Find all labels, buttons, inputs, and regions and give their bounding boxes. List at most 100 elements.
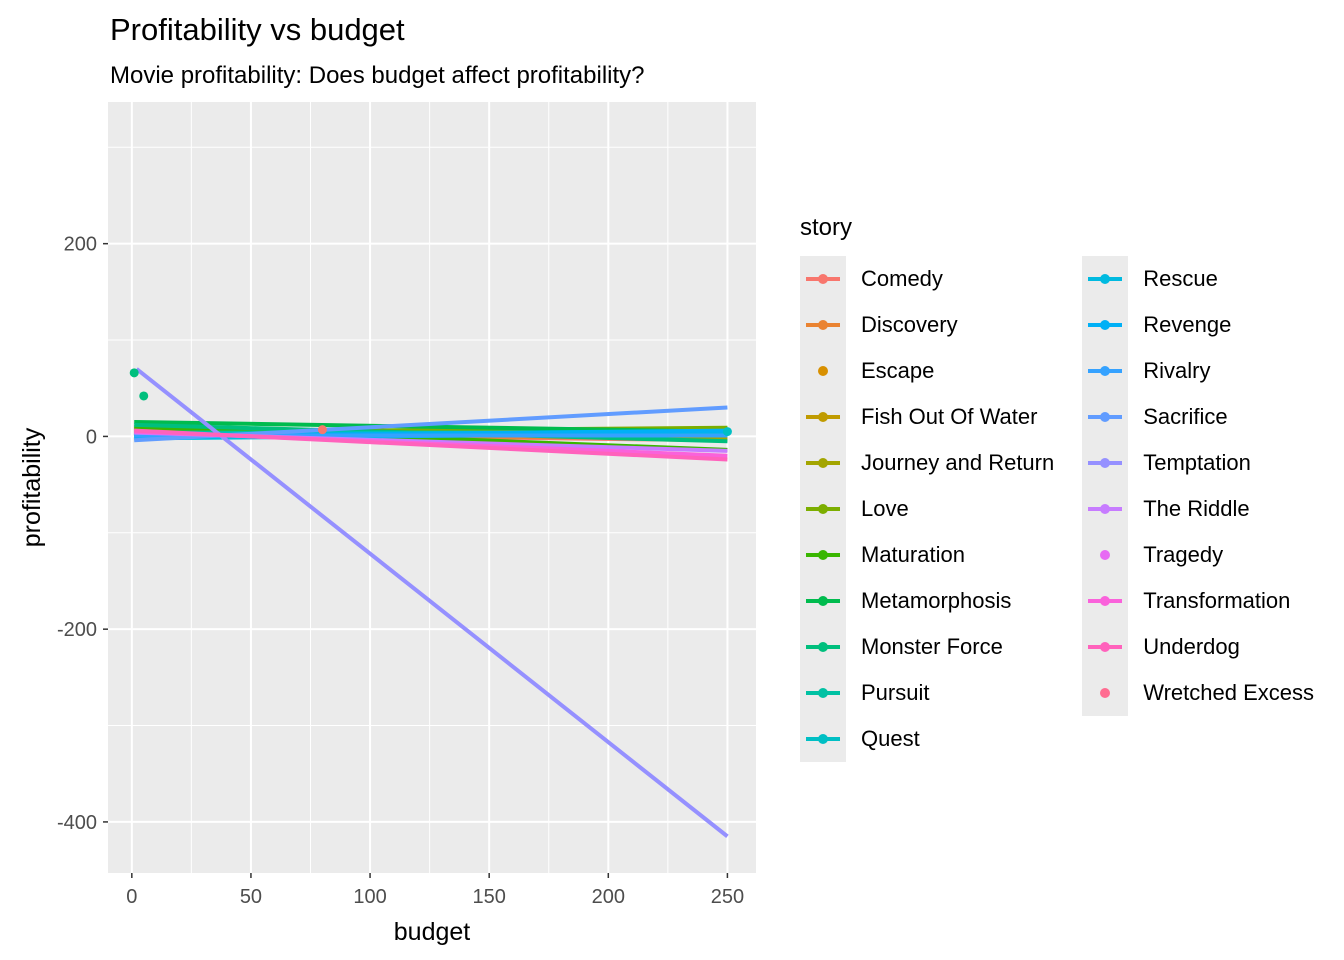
legend-key-dot [818, 320, 828, 330]
legend-key-dot [1100, 412, 1111, 422]
legend-key-revenge [1082, 302, 1129, 348]
legend-key-dot [818, 366, 828, 376]
x-tick-label: 0 [126, 886, 137, 908]
legend-key-discovery [800, 302, 846, 348]
legend-item-wretched-excess: Wretched Excess [1082, 670, 1314, 716]
legend-key-maturation [800, 532, 846, 578]
legend-key-wretched-excess [1082, 670, 1129, 716]
chart-subtitle: Movie profitability: Does budget affect … [110, 62, 645, 89]
legend-label: Transformation [1143, 588, 1291, 613]
legend-item-pursuit: Pursuit [800, 670, 1054, 716]
legend-key-quest [800, 716, 846, 762]
legend-key-underdog [1082, 624, 1129, 670]
legend-label: Wretched Excess [1143, 680, 1315, 705]
legend-title: story [800, 214, 853, 241]
legend-key-tragedy [1082, 532, 1129, 578]
legend-key-dot [1100, 458, 1111, 468]
data-point-comedy [317, 425, 327, 435]
legend-label: Tragedy [1143, 542, 1224, 567]
fit-line-underdog [134, 428, 728, 462]
legend-label: Quest [861, 726, 920, 751]
legend-label: Revenge [1143, 312, 1232, 337]
legend-item-metamorphosis: Metamorphosis [800, 578, 1054, 624]
legend-item-tragedy: Tragedy [1082, 532, 1314, 578]
legend-item-journey-and-return: Journey and Return [800, 440, 1054, 486]
legend-label: Rivalry [1143, 358, 1211, 383]
x-axis-title: budget [394, 918, 471, 946]
legend-key-dot [1100, 550, 1111, 560]
legend-label: Journey and Return [861, 450, 1055, 475]
data-point-monster-force [129, 368, 139, 378]
x-tick-label: 50 [240, 886, 262, 908]
legend-item-quest: Quest [800, 716, 1054, 762]
legend-column-2: Rescue Revenge Rivalry Sacrifice Temptation T… [1082, 256, 1314, 762]
legend-key-escape [800, 348, 846, 394]
legend-key-pursuit [800, 670, 846, 716]
legend-key-love [800, 486, 846, 532]
x-tick-label: 200 [592, 886, 625, 908]
legend-key-dot [1100, 274, 1111, 284]
legend-item-underdog: Underdog [1082, 624, 1314, 670]
legend-key-dot [1100, 504, 1111, 514]
legend-item-transformation: Transformation [1082, 578, 1314, 624]
legend-key-dot [1100, 366, 1111, 376]
legend-item-the-riddle: The Riddle [1082, 486, 1314, 532]
legend-item-rescue: Rescue [1082, 256, 1314, 302]
legend-column-1: Comedy Discovery Escape Fish Out Of Water Jo… [800, 256, 1054, 762]
fit-line-temptation [135, 367, 729, 838]
legend-key-sacrifice [1082, 394, 1129, 440]
y-tick-label: 0 [86, 426, 97, 448]
legend-label: Fish Out Of Water [861, 404, 1038, 429]
legend-key-transformation [1082, 578, 1129, 624]
legend-item-monster-force: Monster Force [800, 624, 1054, 670]
legend-item-love: Love [800, 486, 1054, 532]
legend-key-rescue [1082, 256, 1129, 302]
legend: story Comedy Discovery Escape Fish Out Of W… [800, 214, 1314, 762]
legend-key-the-riddle [1082, 486, 1129, 532]
data-point-monster-force [139, 391, 149, 401]
x-tick-label: 100 [353, 886, 386, 908]
legend-label: Metamorphosis [861, 588, 1012, 613]
legend-label: Underdog [1143, 634, 1240, 659]
legend-key-rivalry [1082, 348, 1129, 394]
legend-key-dot [1100, 596, 1111, 606]
legend-label: Temptation [1143, 450, 1251, 475]
legend-key-temptation [1082, 440, 1129, 486]
legend-label: Comedy [861, 266, 943, 291]
x-tick-label: 150 [472, 886, 505, 908]
legend-key-dot [818, 596, 828, 606]
legend-key-dot [818, 458, 828, 468]
legend-item-discovery: Discovery [800, 302, 1054, 348]
legend-label: Rescue [1143, 266, 1218, 291]
legend-item-revenge: Revenge [1082, 302, 1314, 348]
y-axis-title: profitability [18, 427, 46, 547]
legend-label: Pursuit [861, 680, 930, 705]
legend-label: Monster Force [861, 634, 1003, 659]
y-tick-label: 200 [64, 234, 97, 256]
y-tick-label: -200 [57, 619, 97, 641]
legend-key-monster-force [800, 624, 846, 670]
x-tick-label: 250 [711, 886, 744, 908]
legend-key-comedy [800, 256, 846, 302]
legend-item-maturation: Maturation [800, 532, 1054, 578]
legend-key-dot [818, 274, 828, 284]
legend-key-dot [818, 642, 828, 652]
legend-label: The Riddle [1143, 496, 1250, 521]
legend-key-dot [818, 504, 828, 514]
legend-key-dot [818, 688, 828, 698]
legend-key-fish-out-of-water [800, 394, 846, 440]
y-tick-label: -400 [57, 812, 97, 834]
legend-item-fish-out-of-water: Fish Out Of Water [800, 394, 1054, 440]
legend-key-dot [1100, 320, 1111, 330]
legend-key-dot [1100, 642, 1111, 652]
legend-label: Love [861, 496, 909, 521]
legend-label: Discovery [861, 312, 958, 337]
legend-key-metamorphosis [800, 578, 846, 624]
legend-key-dot [818, 412, 828, 422]
legend-key-dot [818, 550, 828, 560]
legend-key-dot [818, 734, 828, 744]
data-point-quest [722, 427, 732, 437]
legend-key-journey-and-return [800, 440, 846, 486]
legend-label: Sacrifice [1143, 404, 1228, 429]
